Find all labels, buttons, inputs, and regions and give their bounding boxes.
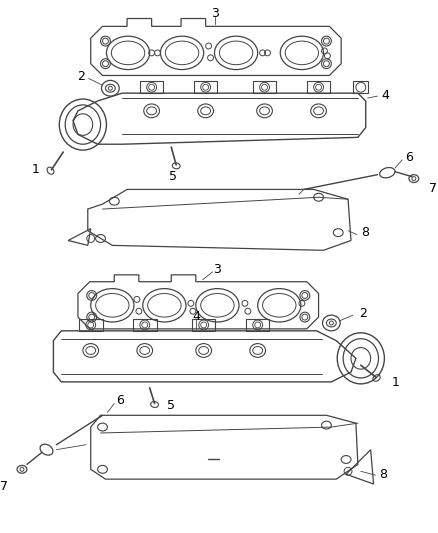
Text: 4: 4: [381, 88, 389, 102]
Text: 3: 3: [213, 263, 221, 277]
Text: 1: 1: [391, 376, 399, 390]
Text: 4: 4: [192, 310, 200, 322]
Text: 6: 6: [405, 151, 413, 165]
Text: 5: 5: [167, 399, 175, 412]
Text: 7: 7: [430, 182, 438, 195]
Text: 8: 8: [361, 226, 369, 239]
Text: 2: 2: [77, 70, 85, 83]
Text: 7: 7: [0, 480, 8, 492]
Text: 3: 3: [212, 7, 219, 20]
Text: 5: 5: [169, 170, 177, 183]
Text: 2: 2: [359, 306, 367, 320]
Text: 8: 8: [379, 468, 387, 481]
Text: 1: 1: [32, 163, 40, 176]
Text: 6: 6: [116, 394, 124, 407]
